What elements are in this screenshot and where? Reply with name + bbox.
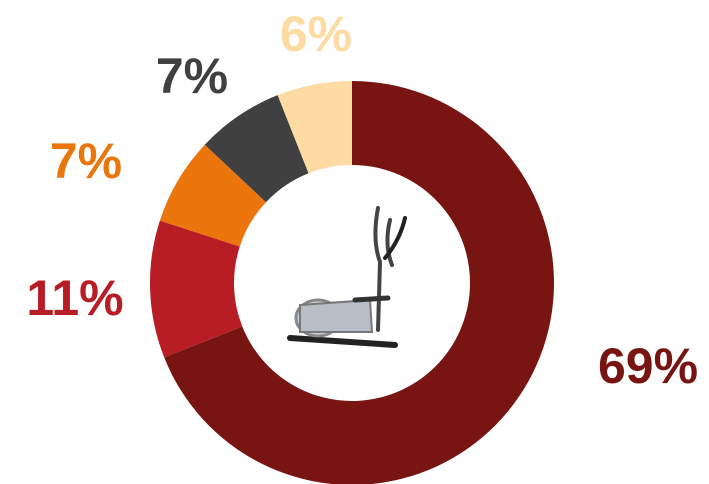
- data-label: 7%: [50, 133, 122, 189]
- donut: [150, 81, 554, 484]
- data-label: 11%: [26, 270, 123, 326]
- donut-segment: [150, 220, 243, 358]
- trainer-icon: [287, 206, 407, 348]
- donut-segment: [277, 81, 352, 174]
- data-label: 69%: [598, 338, 698, 394]
- data-label: 6%: [280, 6, 352, 62]
- data-label: 7%: [156, 48, 228, 104]
- donut-segment: [164, 81, 554, 484]
- donut-segment: [159, 144, 266, 247]
- donut-segment: [204, 95, 309, 203]
